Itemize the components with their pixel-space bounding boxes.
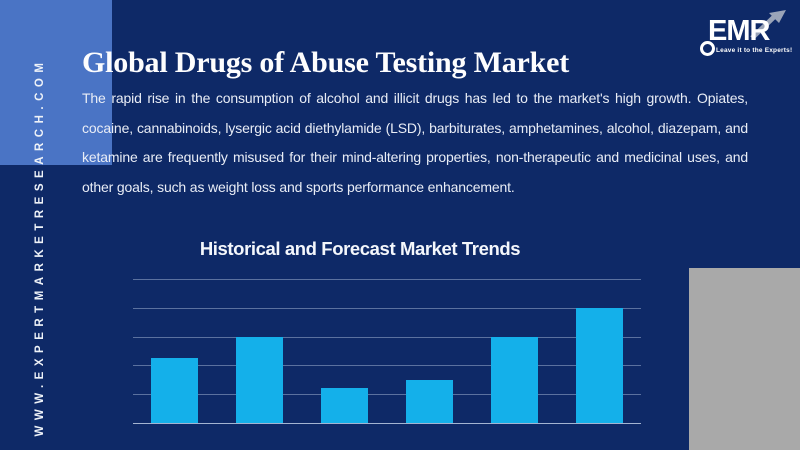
- gridline: [133, 423, 641, 424]
- bar: [321, 388, 368, 423]
- bar: [151, 358, 198, 423]
- market-description: The rapid rise in the consumption of alc…: [82, 90, 748, 195]
- gridline: [133, 394, 641, 396]
- bar-chart: [133, 279, 641, 424]
- page-title: Global Drugs of Abuse Testing Market: [82, 46, 570, 79]
- chart-title: Historical and Forecast Market Trends: [199, 238, 521, 259]
- gridline: [133, 336, 641, 338]
- bars-row: [133, 279, 641, 423]
- accent-panel: [0, 0, 112, 165]
- bar: [491, 336, 538, 423]
- website-url-vertical: WWW.EXPERTMARKETRESEARCH.COM: [34, 57, 46, 437]
- gridline: [133, 365, 641, 367]
- logo-tagline: Leave it to the Experts!: [716, 47, 793, 54]
- logo-ring-icon: [700, 41, 715, 56]
- gridline: [133, 307, 641, 309]
- growth-arrow-icon: [750, 10, 786, 40]
- side-gray-panel: [689, 268, 800, 450]
- bar: [406, 379, 453, 423]
- bar: [236, 336, 283, 423]
- gridline: [133, 279, 641, 280]
- bar: [576, 307, 623, 423]
- emr-logo: EMR Leave it to the Experts!: [692, 10, 797, 60]
- emr-logo-text: EMR: [708, 15, 770, 47]
